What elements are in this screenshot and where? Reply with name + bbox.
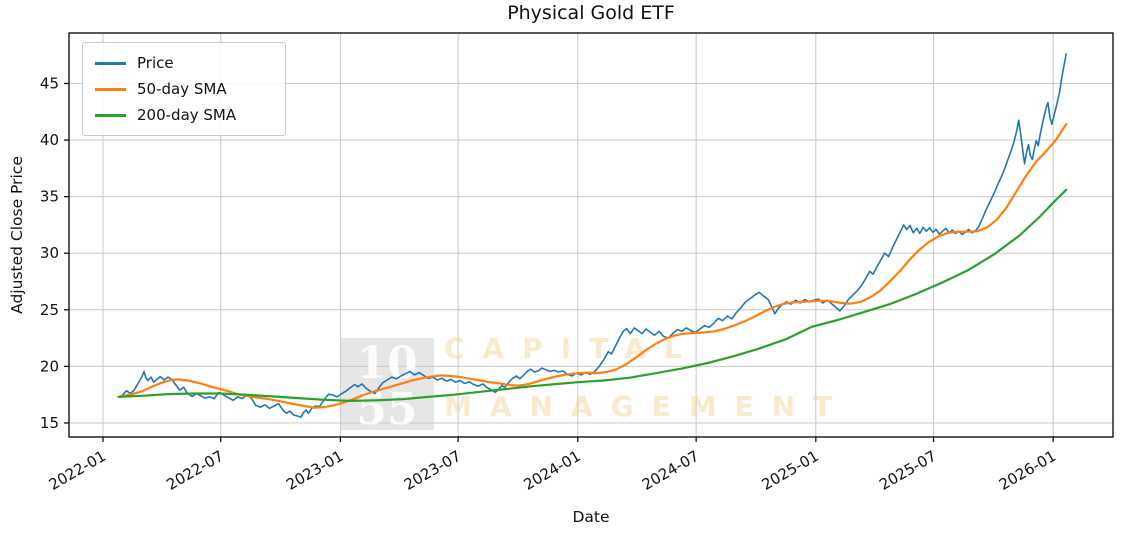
axis-ticks: 2022-01 2022-07 2023-01 2023-07 2024-01 2024-… [40, 74, 1059, 493]
x-tick-label: 2024-01 [520, 447, 583, 494]
sma200-line [117, 188, 1068, 402]
y-tick-label: 25 [40, 301, 59, 319]
legend-label: Price [137, 54, 174, 72]
svg-text:MANAGEMENT: MANAGEMENT [444, 390, 850, 423]
plot-border [68, 32, 1114, 438]
x-tick-label: 2025-01 [759, 447, 822, 494]
legend-item-sma50: 50-day SMA [95, 76, 285, 102]
price-line [117, 53, 1067, 419]
chart-title: Physical Gold ETF [507, 2, 675, 24]
y-axis-label: Adjusted Close Price [8, 156, 26, 314]
sma50-line-swatch [95, 87, 126, 91]
svg-text:55: 55 [356, 384, 417, 435]
x-axis-label: Date [572, 508, 610, 526]
y-tick-label: 45 [40, 74, 59, 92]
x-tick-label: 2026-01 [996, 447, 1059, 494]
x-tick-label: 2025-07 [876, 447, 939, 494]
x-tick-label: 2023-07 [401, 447, 464, 494]
sma50-line [117, 123, 1068, 409]
legend-label: 200-day SMA [137, 106, 237, 124]
sma200-line-swatch [95, 113, 126, 117]
x-tick-label: 2022-07 [163, 447, 226, 494]
chart-legend: Price 50-day SMA 200-day SMA [82, 42, 286, 136]
legend-label: 50-day SMA [137, 80, 227, 98]
svg-text:CAPITAL: CAPITAL [444, 332, 700, 365]
y-tick-label: 20 [40, 357, 59, 375]
legend-item-price: Price [95, 50, 285, 76]
price-line-swatch [95, 61, 126, 65]
y-tick-label: 40 [40, 131, 59, 149]
x-tick-label: 2023-01 [283, 447, 346, 494]
x-tick-label: 2022-01 [46, 447, 109, 494]
legend-item-sma200: 200-day SMA [95, 102, 285, 128]
y-tick-label: 30 [40, 244, 59, 262]
grid-lines [69, 33, 1113, 437]
y-tick-label: 35 [40, 188, 59, 206]
x-tick-label: 2024-07 [639, 447, 702, 494]
y-tick-label: 15 [40, 414, 59, 432]
